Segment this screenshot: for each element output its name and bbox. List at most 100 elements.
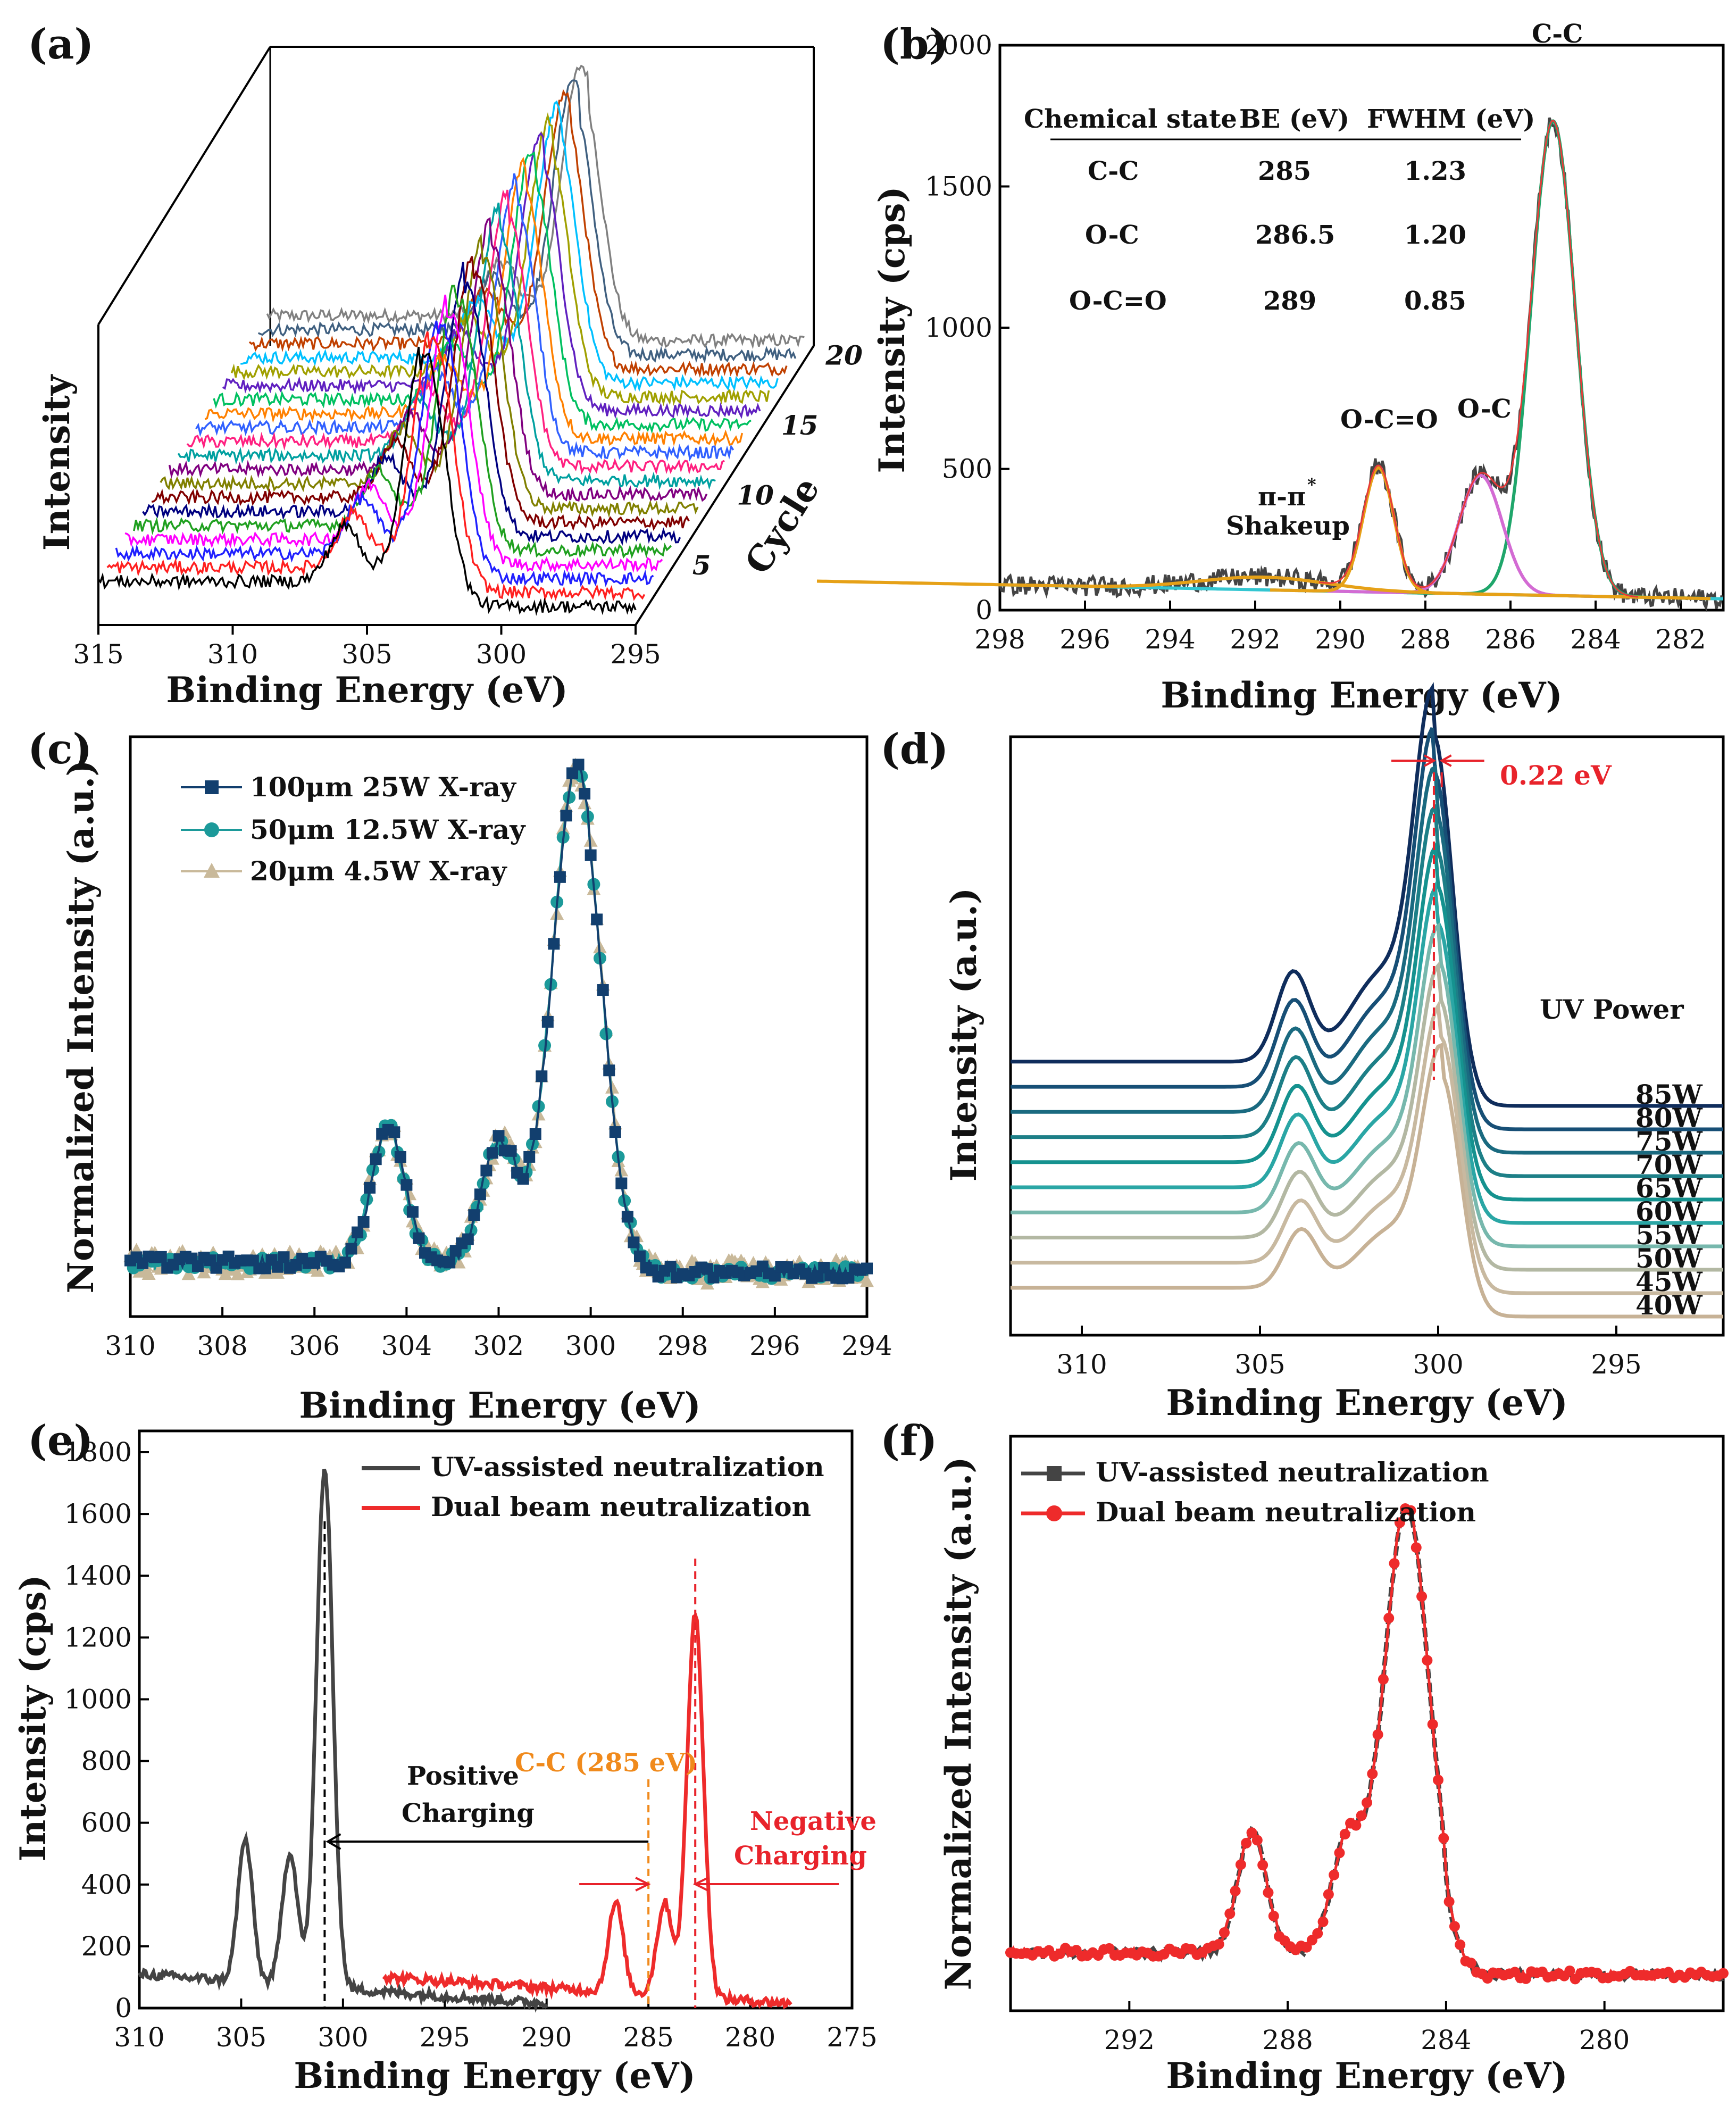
legend-e-2: Dual beam neutralization (431, 1491, 811, 1522)
panel-f-marker-1 (1367, 1768, 1378, 1779)
panel-c-lines (123, 757, 874, 1290)
panel-c-marker-0 (572, 759, 585, 771)
legend-e-1: UV-assisted neutralization (431, 1451, 824, 1483)
table-row1-state: C-C (1088, 156, 1139, 186)
panel-e-ytick-label-6: 1200 (64, 1622, 132, 1653)
panel-e-xlabel: Binding Energy (eV) (294, 2055, 695, 2096)
panel-a-cycle-1 (97, 346, 637, 616)
panel-e-xtick-label-5: 285 (623, 2022, 673, 2053)
annot-negative-1: Negative (750, 1806, 877, 1836)
panel-c-marker-0 (517, 1173, 529, 1185)
panel-f-marker-1 (1389, 1558, 1400, 1569)
panel-e-positive-arrow (326, 1833, 649, 1850)
panel-d-xtick-label-3: 295 (1591, 1349, 1641, 1380)
panel-e-xtick-label-1: 305 (216, 2022, 266, 2053)
panel-f-marker-1 (1405, 1505, 1416, 1516)
panel-b-xtick-label-5: 288 (1400, 624, 1450, 655)
panel-c-marker-0 (597, 984, 609, 996)
panel-c-marker-0 (861, 1262, 873, 1275)
panel-e: (e) 310 305 300 295 290 285 280 275 0 200 400 600 80… (12, 1417, 878, 2096)
panel-c-marker-0 (352, 1226, 364, 1238)
panel-f-marker-1 (1246, 1827, 1257, 1838)
panel-c-marker-0 (505, 1145, 517, 1157)
panel-c-marker-0 (400, 1179, 413, 1191)
panel-b-ytick-label-0: 0 (975, 595, 992, 626)
annot-reference: C-C (285 eV) (515, 1748, 697, 1778)
panel-d-label-55W: 55W (1635, 1219, 1703, 1251)
panel-a-xlabel: Binding Energy (eV) (166, 669, 567, 711)
panel-c-marker-0 (468, 1209, 480, 1221)
panel-f-marker-1 (1422, 1655, 1433, 1666)
panel-c-xtick-label-6: 298 (657, 1330, 708, 1361)
panel-e-xtick-label-3: 295 (420, 2022, 470, 2053)
panel-d-xtick-label-2: 300 (1413, 1349, 1463, 1380)
panel-e-line-0 (137, 1469, 548, 2013)
panel-e-label: (e) (28, 1417, 93, 1465)
panel-f-marker-1 (1394, 1517, 1405, 1528)
annot-positive-1: Positive (407, 1761, 519, 1791)
annot-negative-2: Charging (734, 1841, 867, 1871)
panel-d-frame (1009, 735, 1725, 1337)
panel-f-xtick-label-0: 292 (1104, 2025, 1155, 2055)
panel-a-label: (a) (28, 20, 94, 69)
panel-e-negative-arrow-in (579, 1877, 651, 1892)
panel-f-xtick-label-2: 284 (1421, 2025, 1471, 2055)
panel-c-ylabel: Normalized Intensity (a.u.) (60, 760, 102, 1294)
panel-d-label-45W: 45W (1635, 1266, 1703, 1297)
panel-d-line-75W (1011, 764, 1723, 1155)
panel-a-xtick-label-1: 310 (207, 639, 258, 670)
panel-d-ticks: 310 305 300 295 (1056, 1326, 1642, 1380)
panel-c-marker-0 (548, 938, 560, 950)
panel-d-label-70W: 70W (1635, 1149, 1703, 1180)
panel-e-ytick-label-8: 1600 (64, 1498, 132, 1529)
panel-a-cycle-15 (222, 132, 761, 419)
panel-c-marker-0 (529, 1128, 541, 1140)
panel-c-marker-0 (474, 1188, 486, 1201)
panel-c-ticks: 310 308 306 304 302 300 298 296 294 (105, 1307, 892, 1361)
panel-d-label: (d) (880, 725, 948, 773)
panel-f-ylabel: Normalized Intensity (a.u.) (938, 1457, 979, 1991)
panel-c-marker-0 (591, 913, 603, 926)
panel-e-ytick-label-4: 800 (81, 1746, 132, 1777)
shift-label: 0.22 eV (1500, 760, 1612, 791)
panel-b-xtick-label-7: 284 (1570, 624, 1621, 655)
panel-c-xlabel: Binding Energy (eV) (299, 1385, 700, 1426)
panel-e-ytick-label-2: 400 (81, 1869, 132, 1900)
panel-a-xtick-label-4: 295 (610, 639, 661, 670)
panel-f-marker-1 (1251, 1835, 1263, 1846)
panel-c-marker-0 (541, 1015, 554, 1028)
table-row3-fwhm: 0.85 (1404, 286, 1466, 316)
panel-f-marker-1 (1438, 1833, 1449, 1844)
panel-c-marker-0 (633, 1250, 646, 1262)
legend-c-marker-2 (204, 863, 220, 878)
panel-a-cycle-10 (177, 202, 716, 490)
panel-e-xtick-label-2: 300 (318, 2022, 368, 2053)
panel-b-xtick-label-3: 292 (1230, 624, 1280, 655)
panel-c-xtick-label-0: 310 (105, 1330, 155, 1361)
panel-b-envelope (1318, 119, 1639, 598)
panel-c-marker-1 (366, 1163, 379, 1177)
panel-e-ytick-label-5: 1000 (64, 1684, 132, 1714)
panel-a-ztick-label-1: 10 (737, 479, 774, 511)
panel-c-marker-2 (860, 1274, 874, 1287)
panel-c-marker-0 (621, 1211, 633, 1223)
panel-c-marker-2 (605, 1080, 620, 1094)
panel-f-marker-1 (1718, 1968, 1729, 1979)
panel-a-cycle-12 (195, 173, 735, 462)
panel-d-line-45W (1011, 1000, 1723, 1295)
panel-d-lines (1011, 682, 1723, 1319)
panel-f-marker-1 (1213, 1938, 1224, 1950)
panel-c-marker-0 (413, 1232, 425, 1244)
table-row3-be: 289 (1263, 286, 1316, 316)
panel-b-xtick-label-4: 290 (1315, 624, 1365, 655)
legend-f-marker-0 (1047, 1466, 1062, 1481)
panel-a-ylabel: Intensity (36, 374, 78, 551)
panel-f-line-1 (1009, 1507, 1724, 1982)
panel-c-marker-0 (345, 1243, 357, 1255)
legend-c-3: 20μm 4.5W X-ray (250, 855, 508, 887)
panel-a: (a) 315 310 305 300 295 5 10 15 20 Binding Energ… (28, 20, 863, 711)
panel-d-line-40W (1011, 1043, 1723, 1319)
panel-c-marker-0 (523, 1151, 536, 1163)
panel-b-ytick-label-3: 1500 (925, 171, 992, 202)
